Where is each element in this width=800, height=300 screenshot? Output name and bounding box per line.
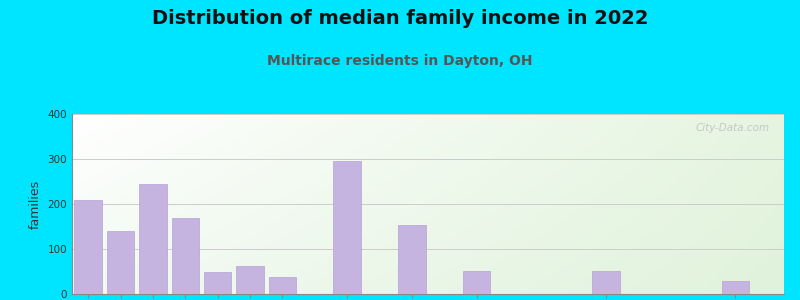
Bar [106, 231, 134, 294]
Bar [74, 200, 102, 294]
Bar [171, 218, 199, 294]
Bar [204, 272, 231, 294]
Bar [462, 271, 490, 294]
Bar [398, 225, 426, 294]
Y-axis label: families: families [29, 179, 42, 229]
Text: Multirace residents in Dayton, OH: Multirace residents in Dayton, OH [267, 54, 533, 68]
Bar [592, 271, 620, 294]
Bar [722, 280, 750, 294]
Text: Distribution of median family income in 2022: Distribution of median family income in … [152, 9, 648, 28]
Bar [139, 184, 166, 294]
Bar [334, 161, 361, 294]
Text: City-Data.com: City-Data.com [696, 123, 770, 133]
Bar [269, 277, 296, 294]
Bar [236, 266, 264, 294]
